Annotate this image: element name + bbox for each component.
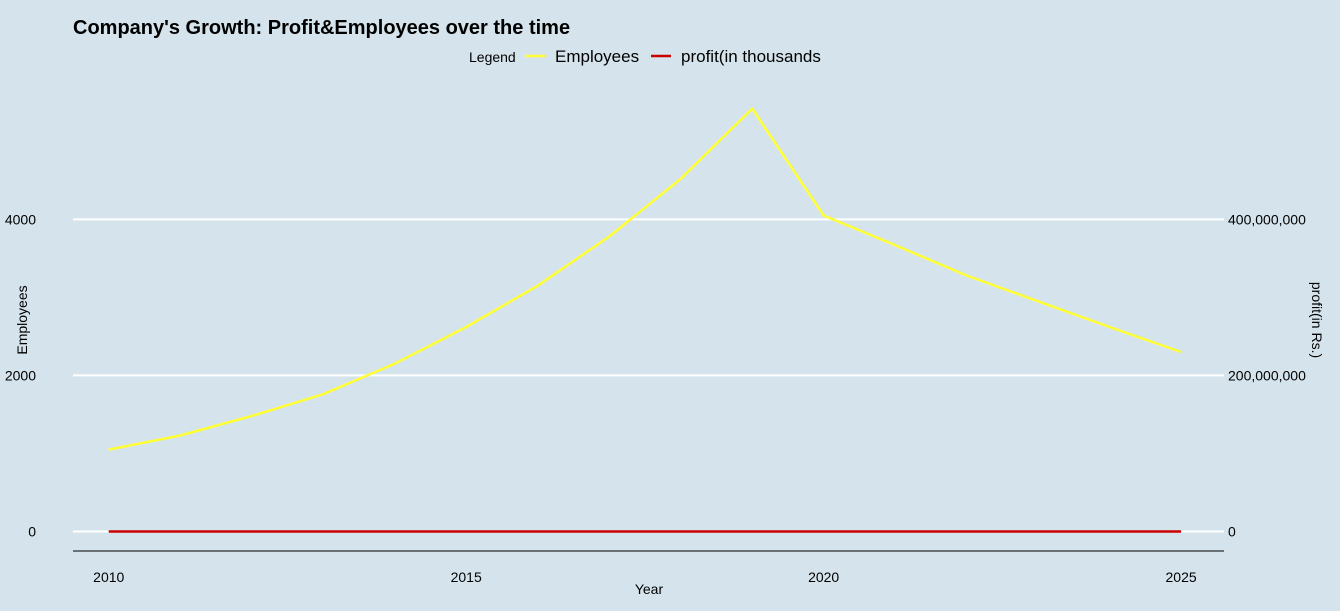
y-tick-label-right: 400,000,000 xyxy=(1228,211,1306,227)
x-ticks: 2010 2015 2020 2025 xyxy=(93,569,1197,585)
x-tick-label: 2015 xyxy=(451,569,482,585)
y-ticks-right: 0 200,000,000 400,000,000 xyxy=(1228,211,1306,539)
legend-label-employees: Employees xyxy=(555,47,639,66)
series-line-employees xyxy=(108,107,1182,451)
y-tick-label-right: 200,000,000 xyxy=(1228,367,1306,383)
chart-title: Company's Growth: Profit&Employees over … xyxy=(73,17,570,39)
series-layer xyxy=(108,107,1182,533)
y-ticks-left: 0 2000 4000 xyxy=(5,211,36,539)
y-tick-label-left: 4000 xyxy=(5,211,36,227)
y-axis-label-right: profit(in Rs.) xyxy=(1309,282,1325,358)
x-tick-label: 2020 xyxy=(808,569,839,585)
x-tick-label: 2010 xyxy=(93,569,124,585)
y-axis-label-left: Employees xyxy=(14,285,30,354)
legend: Legend Employees profit(in thousands xyxy=(469,47,821,66)
y-tick-label-right: 0 xyxy=(1228,523,1236,539)
x-tick-label: 2025 xyxy=(1166,569,1197,585)
legend-label-profit: profit(in thousands xyxy=(681,47,821,66)
x-axis-label: Year xyxy=(635,581,664,597)
legend-title: Legend xyxy=(469,49,516,65)
y-tick-label-left: 0 xyxy=(28,523,36,539)
y-tick-label-left: 2000 xyxy=(5,367,36,383)
gridlines xyxy=(73,218,1224,533)
